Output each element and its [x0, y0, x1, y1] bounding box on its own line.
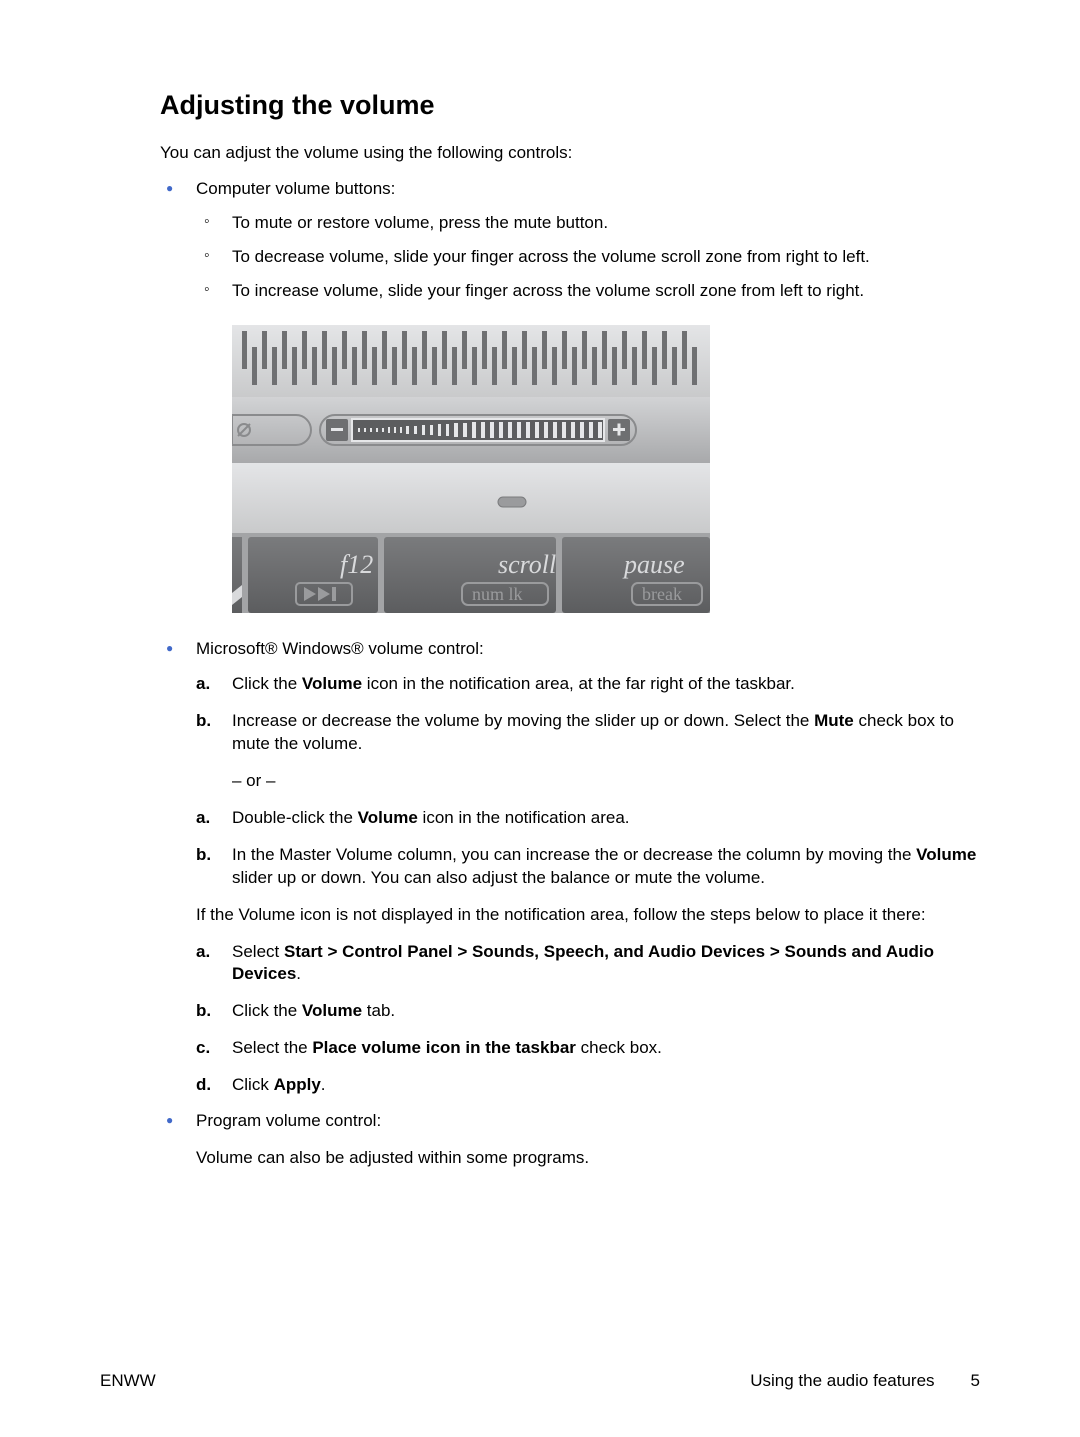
footer-page-number: 5 [971, 1371, 980, 1391]
key-f12-label: f12 [340, 550, 373, 579]
text-bold: Apply [274, 1075, 321, 1094]
marker: b. [196, 1000, 211, 1023]
or-separator: – or – [196, 770, 980, 793]
marker: b. [196, 844, 211, 867]
text-post: icon in the notification area, at the fa… [362, 674, 795, 693]
text-pre: Increase or decrease the volume by movin… [232, 711, 814, 730]
list-item: b. In the Master Volume column, you can … [196, 844, 980, 890]
key-numlk-label: num lk [472, 584, 523, 604]
bullet-text: Microsoft® Windows® volume control: [196, 639, 484, 658]
top-bullet-list: Computer volume buttons: To mute or rest… [160, 179, 980, 1170]
footer-left: ENWW [100, 1371, 156, 1391]
circle-item: To increase volume, slide your finger ac… [196, 281, 980, 301]
circle-list: To mute or restore volume, press the mut… [196, 213, 980, 301]
text-post: icon in the notification area. [418, 808, 630, 827]
text-post: . [296, 964, 301, 983]
text-post: tab. [362, 1001, 395, 1020]
text-post: slider up or down. You can also adjust t… [232, 868, 765, 887]
circle-item: To decrease volume, slide your finger ac… [196, 247, 980, 267]
ordered-list-2: a. Double-click the Volume icon in the n… [196, 807, 980, 890]
marker: b. [196, 710, 211, 733]
list-item: c. Select the Place volume icon in the t… [196, 1037, 980, 1060]
list-item: d. Click Apply. [196, 1074, 980, 1097]
text-pre: Select [232, 942, 284, 961]
ordered-list-1: a. Click the Volume icon in the notifica… [196, 673, 980, 756]
intro-text: You can adjust the volume using the foll… [160, 143, 980, 163]
circle-item: To mute or restore volume, press the mut… [196, 213, 980, 233]
text-bold: Volume [302, 674, 362, 693]
page-footer: ENWW Using the audio features 5 [100, 1371, 980, 1391]
list-item: a. Double-click the Volume icon in the n… [196, 807, 980, 830]
text-bold: Volume [358, 808, 418, 827]
text-pre: Double-click the [232, 808, 358, 827]
bullet-computer-volume: Computer volume buttons: To mute or rest… [160, 179, 980, 613]
program-volume-para: Volume can also be adjusted within some … [196, 1147, 980, 1170]
bullet-windows-volume: Microsoft® Windows® volume control: a. C… [160, 639, 980, 1097]
marker: d. [196, 1074, 211, 1097]
text-pre: Click the [232, 674, 302, 693]
bullet-program-volume: Program volume control: Volume can also … [160, 1111, 980, 1170]
text-pre: Select the [232, 1038, 312, 1057]
text-pre: Click the [232, 1001, 302, 1020]
ordered-list-3: a. Select Start > Control Panel > Sounds… [196, 941, 980, 1098]
text-bold: Place volume icon in the taskbar [312, 1038, 576, 1057]
list-item: b. Click the Volume tab. [196, 1000, 980, 1023]
list-item: a. Click the Volume icon in the notifica… [196, 673, 980, 696]
after-text: If the Volume icon is not displayed in t… [196, 904, 980, 927]
list-item: a. Select Start > Control Panel > Sounds… [196, 941, 980, 987]
text-post: check box. [576, 1038, 662, 1057]
footer-section: Using the audio features [750, 1371, 934, 1391]
key-pause-label: pause [622, 550, 685, 579]
key-break-label: break [642, 584, 682, 604]
marker: a. [196, 673, 210, 696]
marker: a. [196, 941, 210, 964]
text-bold: Volume [302, 1001, 362, 1020]
text-bold: Mute [814, 711, 854, 730]
text-pre: Click [232, 1075, 274, 1094]
text-bold: Start > Control Panel > Sounds, Speech, … [232, 942, 934, 984]
section-heading: Adjusting the volume [160, 90, 980, 121]
text-post: . [321, 1075, 326, 1094]
keyboard-figure: f12 scroll num lk pause break [232, 325, 710, 613]
bullet-text: Program volume control: [196, 1111, 381, 1130]
marker: c. [196, 1037, 210, 1060]
bullet-text: Computer volume buttons: [196, 179, 395, 198]
marker: a. [196, 807, 210, 830]
text-pre: In the Master Volume column, you can inc… [232, 845, 916, 864]
text-bold: Volume [916, 845, 976, 864]
key-scroll-label: scroll [498, 550, 556, 579]
list-item: b. Increase or decrease the volume by mo… [196, 710, 980, 756]
keyboard-figure-wrap: f12 scroll num lk pause break [232, 325, 980, 613]
